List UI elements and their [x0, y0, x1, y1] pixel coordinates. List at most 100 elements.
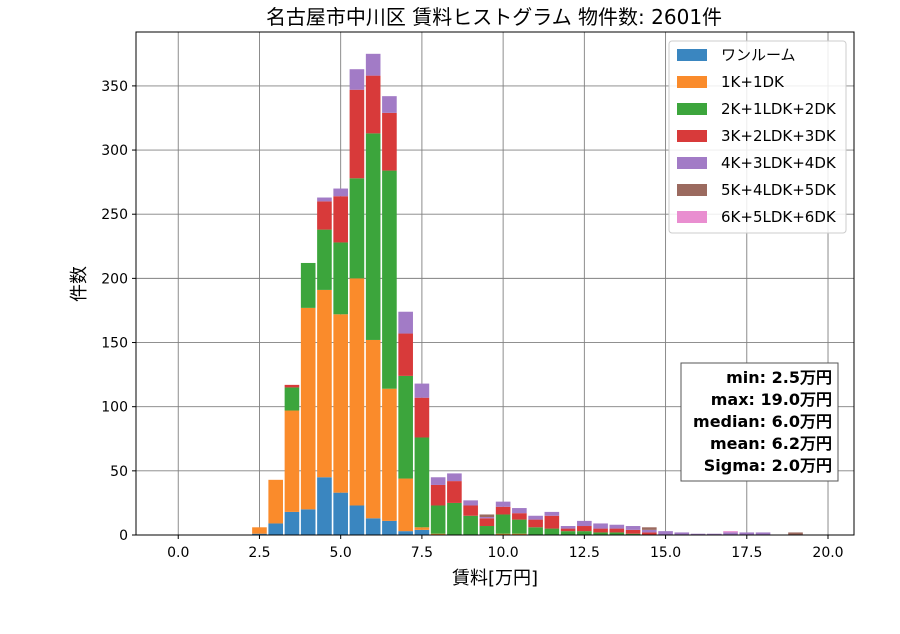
- y-tick-label: 100: [101, 400, 128, 416]
- bar-segment: [495, 514, 511, 534]
- y-tick-label: 0: [119, 528, 128, 544]
- x-tick-label: 20.0: [812, 545, 843, 561]
- bar-segment: [544, 515, 560, 529]
- bar-segment: [625, 533, 641, 535]
- bar-segment: [414, 397, 430, 438]
- bar-segment: [495, 506, 511, 515]
- bar-segment: [349, 505, 365, 535]
- bar-segment: [788, 532, 803, 535]
- bar-segment: [447, 473, 462, 482]
- bars: [252, 53, 803, 535]
- bar-segment: [333, 196, 348, 243]
- bar-segment: [528, 515, 543, 520]
- bar-segment: [739, 532, 755, 535]
- bar-segment: [495, 501, 511, 507]
- bar-segment: [268, 523, 284, 535]
- bar-segment: [430, 484, 446, 506]
- bar-segment: [512, 533, 527, 535]
- bar-segment: [317, 229, 332, 290]
- y-tick-label: 300: [101, 143, 128, 159]
- legend-label: 4K+3LDK+4DK: [721, 154, 837, 172]
- bar-segment: [723, 531, 738, 533]
- bar-segment: [349, 89, 365, 179]
- bar-segment: [463, 515, 478, 535]
- bar-segment: [479, 514, 495, 518]
- bar-segment: [268, 479, 284, 524]
- bar-segment: [463, 505, 478, 516]
- bar-segment: [398, 531, 413, 535]
- bar-segment: [365, 53, 381, 76]
- bar-segment: [365, 75, 381, 134]
- bar-segment: [252, 527, 267, 534]
- y-tick-label: 350: [101, 79, 128, 95]
- bar-segment: [382, 170, 397, 389]
- legend-frame: [668, 40, 847, 234]
- bar-segment: [382, 112, 397, 171]
- bar-segment: [642, 529, 657, 533]
- bar-segment: [609, 528, 625, 533]
- x-tick-label: 15.0: [650, 545, 681, 561]
- legend-swatch: [677, 103, 707, 115]
- legend-label: 5K+4LDK+5DK: [721, 181, 837, 199]
- bar-segment: [528, 519, 543, 528]
- bar-segment: [414, 529, 430, 535]
- grid-lines: [136, 32, 854, 536]
- y-axis-ticks: 0 50 100 150 200 250 300 350: [101, 79, 136, 544]
- bar-segment: [544, 528, 560, 535]
- legend-label: 3K+2LDK+3DK: [721, 127, 837, 145]
- bar-segment: [284, 384, 300, 388]
- bar-segment: [625, 526, 641, 530]
- x-tick-label: 0.0: [167, 545, 189, 561]
- bar-segment: [349, 278, 365, 506]
- bar-segment: [414, 383, 430, 398]
- bar-segment: [447, 481, 462, 503]
- bar-segment: [430, 477, 446, 485]
- stats-mean: mean: 6.2万円: [710, 434, 832, 453]
- bar-segment: [609, 524, 625, 529]
- bar-segment: [414, 437, 430, 528]
- bar-segment: [365, 339, 381, 519]
- legend-swatch: [677, 130, 707, 142]
- bar-segment: [577, 520, 592, 527]
- bar-segment: [479, 517, 495, 519]
- bar-segment: [300, 262, 316, 308]
- stats-frame: [680, 362, 839, 482]
- bar-segment: [577, 531, 592, 535]
- bar-segment: [609, 532, 625, 535]
- bar-segment: [317, 201, 332, 230]
- bar-segment: [544, 511, 560, 516]
- bar-segment: [593, 532, 608, 535]
- bar-segment: [252, 533, 267, 535]
- bar-segment: [430, 533, 446, 535]
- bar-segment: [382, 388, 397, 521]
- bar-segment: [365, 133, 381, 340]
- bar-segment: [284, 410, 300, 512]
- bar-segment: [512, 519, 527, 534]
- bar-segment: [642, 532, 657, 535]
- bar-segment: [398, 375, 413, 479]
- y-tick-label: 150: [101, 336, 128, 352]
- bar-segment: [479, 526, 495, 535]
- x-axis-title: 賃料[万円]: [452, 568, 538, 589]
- bar-segment: [398, 311, 413, 334]
- bar-segment: [560, 528, 576, 532]
- bar-segment: [333, 188, 348, 197]
- legend: ワンルーム 1K+1DK 2K+1LDK+2DK 3K+2LDK+3DK 4K+3LDK…: [668, 40, 847, 234]
- bar-segment: [333, 492, 348, 535]
- bar-segment: [447, 502, 462, 535]
- legend-swatch: [677, 211, 707, 223]
- y-tick-label: 200: [101, 271, 128, 287]
- stats-median: median: 6.0万円: [693, 412, 832, 431]
- bar-segment: [479, 518, 495, 527]
- bar-segment: [284, 387, 300, 411]
- bar-segment: [577, 526, 592, 532]
- bar-segment: [382, 96, 397, 113]
- legend-label: 1K+1DK: [721, 73, 785, 91]
- bar-segment: [674, 532, 690, 535]
- bar-segment: [560, 531, 576, 535]
- legend-swatch: [677, 76, 707, 88]
- bar-segment: [349, 69, 365, 90]
- legend-label: 2K+1LDK+2DK: [721, 100, 837, 118]
- stats-sigma: Sigma: 2.0万円: [704, 456, 832, 475]
- bar-segment: [365, 518, 381, 535]
